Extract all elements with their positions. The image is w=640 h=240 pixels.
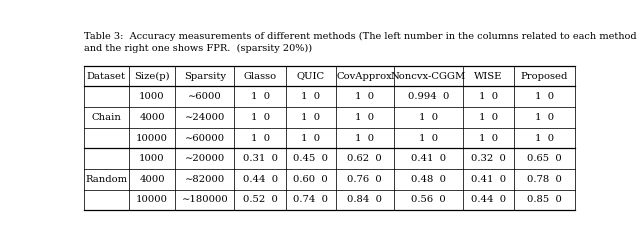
Text: Sparsity: Sparsity (184, 72, 226, 81)
Text: 1  0: 1 0 (479, 133, 498, 143)
Text: ∼82000: ∼82000 (185, 175, 225, 184)
Text: 0.32  0: 0.32 0 (471, 154, 506, 163)
Text: 1000: 1000 (140, 154, 165, 163)
Text: 1000: 1000 (140, 92, 165, 101)
Text: ∼6000: ∼6000 (188, 92, 221, 101)
Text: Noncvx-CGGM: Noncvx-CGGM (390, 72, 466, 81)
Text: 4000: 4000 (140, 175, 165, 184)
Text: 1  0: 1 0 (355, 113, 374, 122)
Text: 0.76  0: 0.76 0 (348, 175, 382, 184)
Text: and the right one shows FPR.  (sparsity 20%)): and the right one shows FPR. (sparsity 2… (84, 44, 312, 53)
Text: Dataset: Dataset (87, 72, 126, 81)
Text: 0.65  0: 0.65 0 (527, 154, 562, 163)
Text: 1  0: 1 0 (479, 92, 498, 101)
Text: 1  0: 1 0 (535, 113, 554, 122)
Text: QUIC: QUIC (297, 72, 325, 81)
Text: 0.60  0: 0.60 0 (294, 175, 328, 184)
Text: 1  0: 1 0 (251, 113, 269, 122)
Text: 1  0: 1 0 (301, 113, 321, 122)
Text: 1  0: 1 0 (535, 133, 554, 143)
Text: WISE: WISE (474, 72, 503, 81)
Text: 1  0: 1 0 (535, 92, 554, 101)
Text: ∼180000: ∼180000 (182, 195, 228, 204)
Text: 0.78  0: 0.78 0 (527, 175, 562, 184)
Text: 1  0: 1 0 (419, 113, 438, 122)
Text: 4000: 4000 (140, 113, 165, 122)
Text: 0.48  0: 0.48 0 (411, 175, 446, 184)
Text: 0.41  0: 0.41 0 (471, 175, 506, 184)
Text: 0.62  0: 0.62 0 (348, 154, 382, 163)
Text: 10000: 10000 (136, 195, 168, 204)
Text: 0.45  0: 0.45 0 (293, 154, 328, 163)
Text: Size(p): Size(p) (134, 72, 170, 81)
Text: Proposed: Proposed (521, 72, 568, 81)
Text: 0.56  0: 0.56 0 (411, 195, 445, 204)
Text: 1  0: 1 0 (301, 92, 321, 101)
Text: ∼24000: ∼24000 (185, 113, 225, 122)
Text: Random: Random (85, 175, 127, 184)
Text: 1  0: 1 0 (479, 113, 498, 122)
Text: 1  0: 1 0 (301, 133, 321, 143)
Text: 0.85  0: 0.85 0 (527, 195, 562, 204)
Text: CovApprox: CovApprox (337, 72, 392, 81)
Text: ∼20000: ∼20000 (185, 154, 225, 163)
Text: ∼60000: ∼60000 (185, 133, 225, 143)
Text: 0.41  0: 0.41 0 (411, 154, 446, 163)
Text: 0.52  0: 0.52 0 (243, 195, 278, 204)
Text: 1  0: 1 0 (355, 92, 374, 101)
Text: Table 3:  Accuracy measurements of different methods (The left number in the col: Table 3: Accuracy measurements of differ… (84, 32, 640, 41)
Text: 0.44  0: 0.44 0 (243, 175, 278, 184)
Text: 1  0: 1 0 (251, 133, 269, 143)
Text: 0.44  0: 0.44 0 (471, 195, 506, 204)
Text: 0.74  0: 0.74 0 (293, 195, 328, 204)
Text: 1  0: 1 0 (419, 133, 438, 143)
Text: 0.31  0: 0.31 0 (243, 154, 278, 163)
Text: 0.994  0: 0.994 0 (408, 92, 449, 101)
Text: 10000: 10000 (136, 133, 168, 143)
Text: Glasso: Glasso (244, 72, 276, 81)
Text: 0.84  0: 0.84 0 (347, 195, 382, 204)
Text: 1  0: 1 0 (355, 133, 374, 143)
Text: 1  0: 1 0 (251, 92, 269, 101)
Text: Chain: Chain (92, 113, 122, 122)
